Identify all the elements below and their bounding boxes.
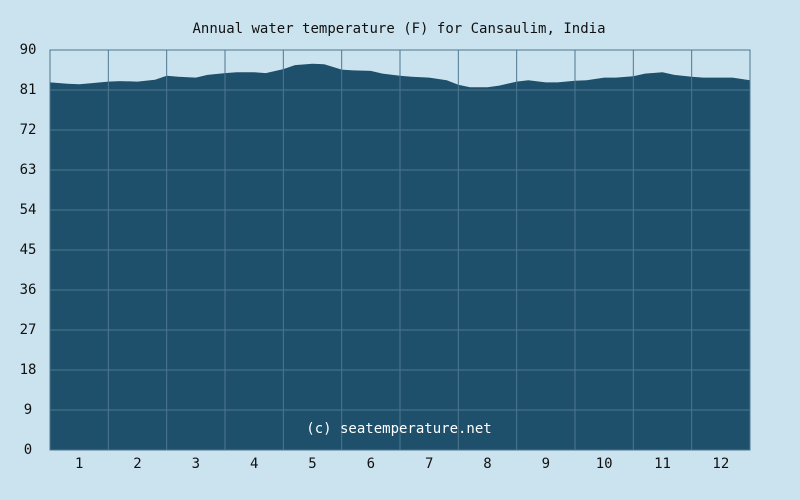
x-tick-label-7: 7 — [425, 456, 433, 472]
y-tick-label-63: 63 — [20, 162, 37, 178]
copyright-watermark: (c) seatemperature.net — [306, 421, 491, 437]
x-tick-label-6: 6 — [367, 456, 375, 472]
plot-border — [49, 49, 751, 451]
y-tick-label-18: 18 — [20, 362, 37, 378]
y-tick-label-72: 72 — [20, 122, 37, 138]
grid-layer — [49, 49, 751, 451]
y-tick-label-0: 0 — [24, 442, 32, 458]
x-tick-label-2: 2 — [133, 456, 141, 472]
x-tick-label-4: 4 — [250, 456, 258, 472]
y-tick-label-90: 90 — [20, 42, 37, 58]
chart-title: Annual water temperature (F) for Cansaul… — [192, 21, 605, 37]
x-axis-tick-labels: 1 2 3 4 5 6 7 8 9 10 11 12 — [75, 456, 729, 472]
x-tick-label-1: 1 — [75, 456, 83, 472]
y-tick-label-27: 27 — [20, 322, 37, 338]
y-tick-label-45: 45 — [20, 242, 37, 258]
x-tick-label-10: 10 — [596, 456, 613, 472]
x-tick-label-12: 12 — [712, 456, 729, 472]
y-tick-label-81: 81 — [20, 82, 37, 98]
y-tick-label-36: 36 — [20, 282, 37, 298]
x-tick-label-9: 9 — [542, 456, 550, 472]
x-tick-label-8: 8 — [483, 456, 491, 472]
y-tick-label-9: 9 — [24, 402, 32, 418]
x-tick-label-11: 11 — [654, 456, 671, 472]
x-tick-label-5: 5 — [308, 456, 316, 472]
y-axis-tick-labels: 0 9 18 27 36 45 54 63 72 81 90 — [20, 42, 37, 458]
y-tick-label-54: 54 — [20, 202, 37, 218]
x-tick-label-3: 3 — [192, 456, 200, 472]
